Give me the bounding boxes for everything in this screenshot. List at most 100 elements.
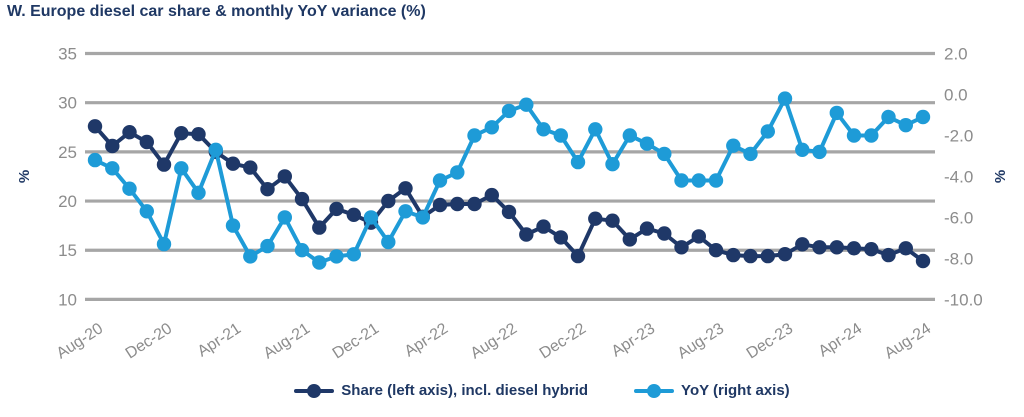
data-point-marker — [898, 118, 913, 133]
x-axis-tick-label: Aug-24 — [882, 320, 935, 362]
legend-item-yoy: YoY (right axis) — [634, 382, 790, 399]
data-point-marker — [519, 227, 534, 242]
right-axis-tick-label: -2.0 — [944, 126, 973, 145]
data-point-marker — [243, 160, 258, 175]
data-point-marker — [105, 138, 120, 154]
data-point-marker — [795, 142, 810, 157]
data-point-marker — [864, 242, 879, 257]
data-point-marker — [122, 125, 137, 140]
x-axis-tick-label: Aug-21 — [261, 320, 314, 362]
data-point-marker — [536, 122, 551, 137]
data-point-marker — [553, 128, 568, 143]
data-point-marker — [829, 240, 844, 255]
line-chart-plot-area: 35 30 25 20 15 10 2.0 0.0 -2.0 -4.0 -6.0 -8.0 -10.0 A… — [54, 45, 983, 363]
data-point-marker — [467, 196, 482, 212]
data-point-marker — [208, 142, 223, 157]
data-point-marker — [536, 219, 551, 234]
data-point-marker — [450, 165, 465, 180]
data-point-marker — [467, 128, 482, 143]
data-point-marker — [657, 226, 672, 241]
data-point-marker — [553, 230, 568, 245]
data-point-marker — [605, 157, 620, 172]
data-point-marker — [691, 229, 706, 244]
data-point-marker — [225, 218, 241, 233]
data-point-marker — [674, 173, 689, 188]
x-axis-tick-label: Aug-22 — [468, 320, 521, 362]
data-point-marker — [812, 144, 827, 160]
data-point-marker — [915, 253, 931, 269]
x-axis-tick-label: Apr-24 — [816, 320, 866, 360]
data-point-marker — [484, 187, 499, 203]
legend-item-share: Share (left axis), incl. diesel hybrid — [294, 382, 588, 399]
left-axis-tick-label: 35 — [58, 45, 77, 64]
data-point-marker — [87, 152, 103, 168]
data-point-marker — [312, 220, 327, 235]
chart-title: W. Europe diesel car share & monthly YoY… — [7, 3, 426, 20]
yoy-series-marker-icon — [634, 383, 675, 398]
x-axis-tick-label: Aug-23 — [675, 320, 728, 362]
x-axis-tick-label: Dec-22 — [537, 320, 590, 362]
chart-legend: Share (left axis), incl. diesel hybrid Y… — [30, 382, 1024, 399]
data-point-marker — [329, 249, 344, 264]
right-axis-unit-label: % — [992, 169, 1010, 184]
data-point-marker — [346, 247, 361, 262]
data-point-marker — [122, 181, 137, 196]
data-point-marker — [881, 109, 896, 125]
yoy-series-line — [94, 96, 924, 265]
data-point-marker — [191, 127, 206, 142]
data-point-marker — [398, 204, 413, 219]
right-axis-tick-label: -6.0 — [944, 208, 973, 227]
data-point-marker — [139, 134, 154, 150]
data-point-marker — [363, 210, 379, 225]
data-point-marker — [777, 247, 793, 262]
x-axis-tick-label: Aug-20 — [54, 320, 107, 362]
data-point-marker — [415, 210, 430, 225]
right-axis-tick-label: 2.0 — [944, 45, 968, 64]
left-axis-unit-label: % — [16, 169, 34, 184]
left-axis-tick-label: 30 — [58, 94, 77, 113]
data-point-marker — [760, 248, 775, 264]
data-point-marker — [294, 191, 310, 207]
data-point-marker — [174, 126, 189, 141]
data-point-marker — [519, 97, 534, 112]
data-point-marker — [622, 128, 637, 143]
data-point-marker — [432, 173, 448, 188]
data-point-marker — [881, 247, 896, 263]
data-point-marker — [501, 103, 517, 119]
data-point-marker — [346, 207, 361, 222]
data-point-marker — [743, 146, 758, 162]
data-point-marker — [795, 237, 810, 252]
data-point-marker — [864, 128, 879, 143]
x-axis-tick-label: Apr-22 — [402, 320, 452, 360]
data-point-marker — [846, 241, 862, 256]
data-point-marker — [777, 91, 793, 106]
data-point-marker — [691, 173, 706, 188]
data-point-marker — [484, 120, 499, 135]
data-point-marker — [105, 161, 120, 176]
data-point-marker — [398, 181, 413, 196]
left-axis-tick-label: 20 — [58, 192, 77, 211]
data-point-marker — [743, 248, 758, 264]
x-axis-tick-label: Apr-23 — [609, 320, 659, 360]
x-axis-tick-label: Dec-20 — [123, 320, 176, 362]
data-point-marker — [450, 196, 465, 212]
data-point-marker — [260, 182, 275, 197]
data-point-marker — [639, 136, 655, 151]
data-point-marker — [812, 240, 827, 255]
data-point-marker — [726, 138, 741, 153]
data-point-marker — [225, 156, 241, 171]
data-point-marker — [829, 105, 844, 121]
data-point-marker — [139, 204, 154, 219]
data-point-marker — [87, 119, 103, 134]
data-point-marker — [381, 193, 396, 209]
right-axis-tick-label: -4.0 — [944, 167, 973, 186]
data-point-marker — [312, 255, 327, 270]
data-point-marker — [191, 185, 206, 200]
data-point-marker — [726, 247, 741, 263]
data-point-marker — [260, 238, 275, 254]
data-point-marker — [570, 248, 586, 264]
right-axis-tick-label: 0.0 — [944, 85, 968, 104]
data-point-marker — [277, 169, 292, 184]
data-point-marker — [174, 161, 189, 176]
x-axis-tick-label: Dec-21 — [330, 320, 383, 362]
